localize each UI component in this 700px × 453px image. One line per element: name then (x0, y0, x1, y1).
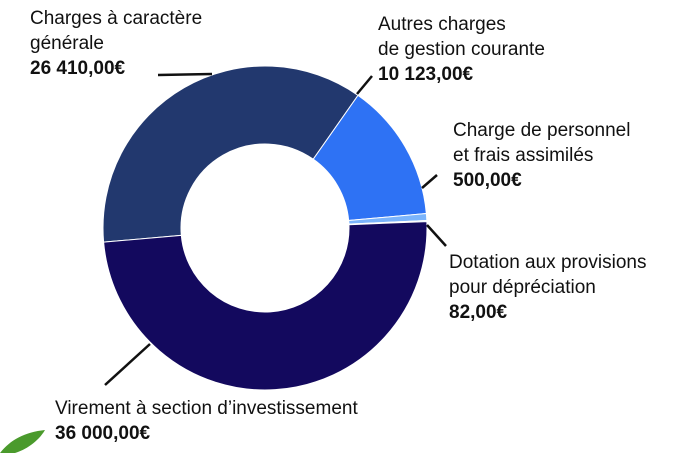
value-label: 82,00€ (449, 302, 508, 323)
leader-line (426, 224, 447, 247)
leader-line (104, 343, 151, 386)
value-label: 500,00€ (453, 170, 522, 191)
leader-lines (104, 72, 447, 386)
category-label: Autres charges de gestion courante (378, 14, 545, 60)
value-label: 26 410,00€ (30, 58, 126, 79)
leader-line (157, 72, 213, 77)
value-label: 10 123,00€ (378, 64, 474, 85)
category-label: Virement à section d’investissement (55, 398, 358, 419)
category-label: Dotation aux provisions pour dépréciatio… (449, 252, 647, 298)
label-group: Charge de personnel et frais assimilés 50… (453, 118, 630, 193)
value-label: 36 000,00€ (55, 423, 151, 444)
leader-line (356, 75, 373, 95)
category-label: Charges à caractère générale (30, 8, 203, 54)
category-label: Charge de personnel et frais assimilés (453, 120, 631, 166)
label-group: Charges à caractère générale 26 410,00€ (30, 6, 202, 81)
label-group: Virement à section d’investissement 36 00… (55, 396, 358, 446)
label-group: Autres charges de gestion courante 10 123… (378, 12, 545, 87)
label-group: Dotation aux provisions pour dépréciatio… (449, 250, 647, 325)
donut-segment (103, 221, 428, 391)
donut-segment (102, 65, 359, 243)
leader-line (421, 174, 438, 189)
leaf-decoration (0, 430, 45, 453)
